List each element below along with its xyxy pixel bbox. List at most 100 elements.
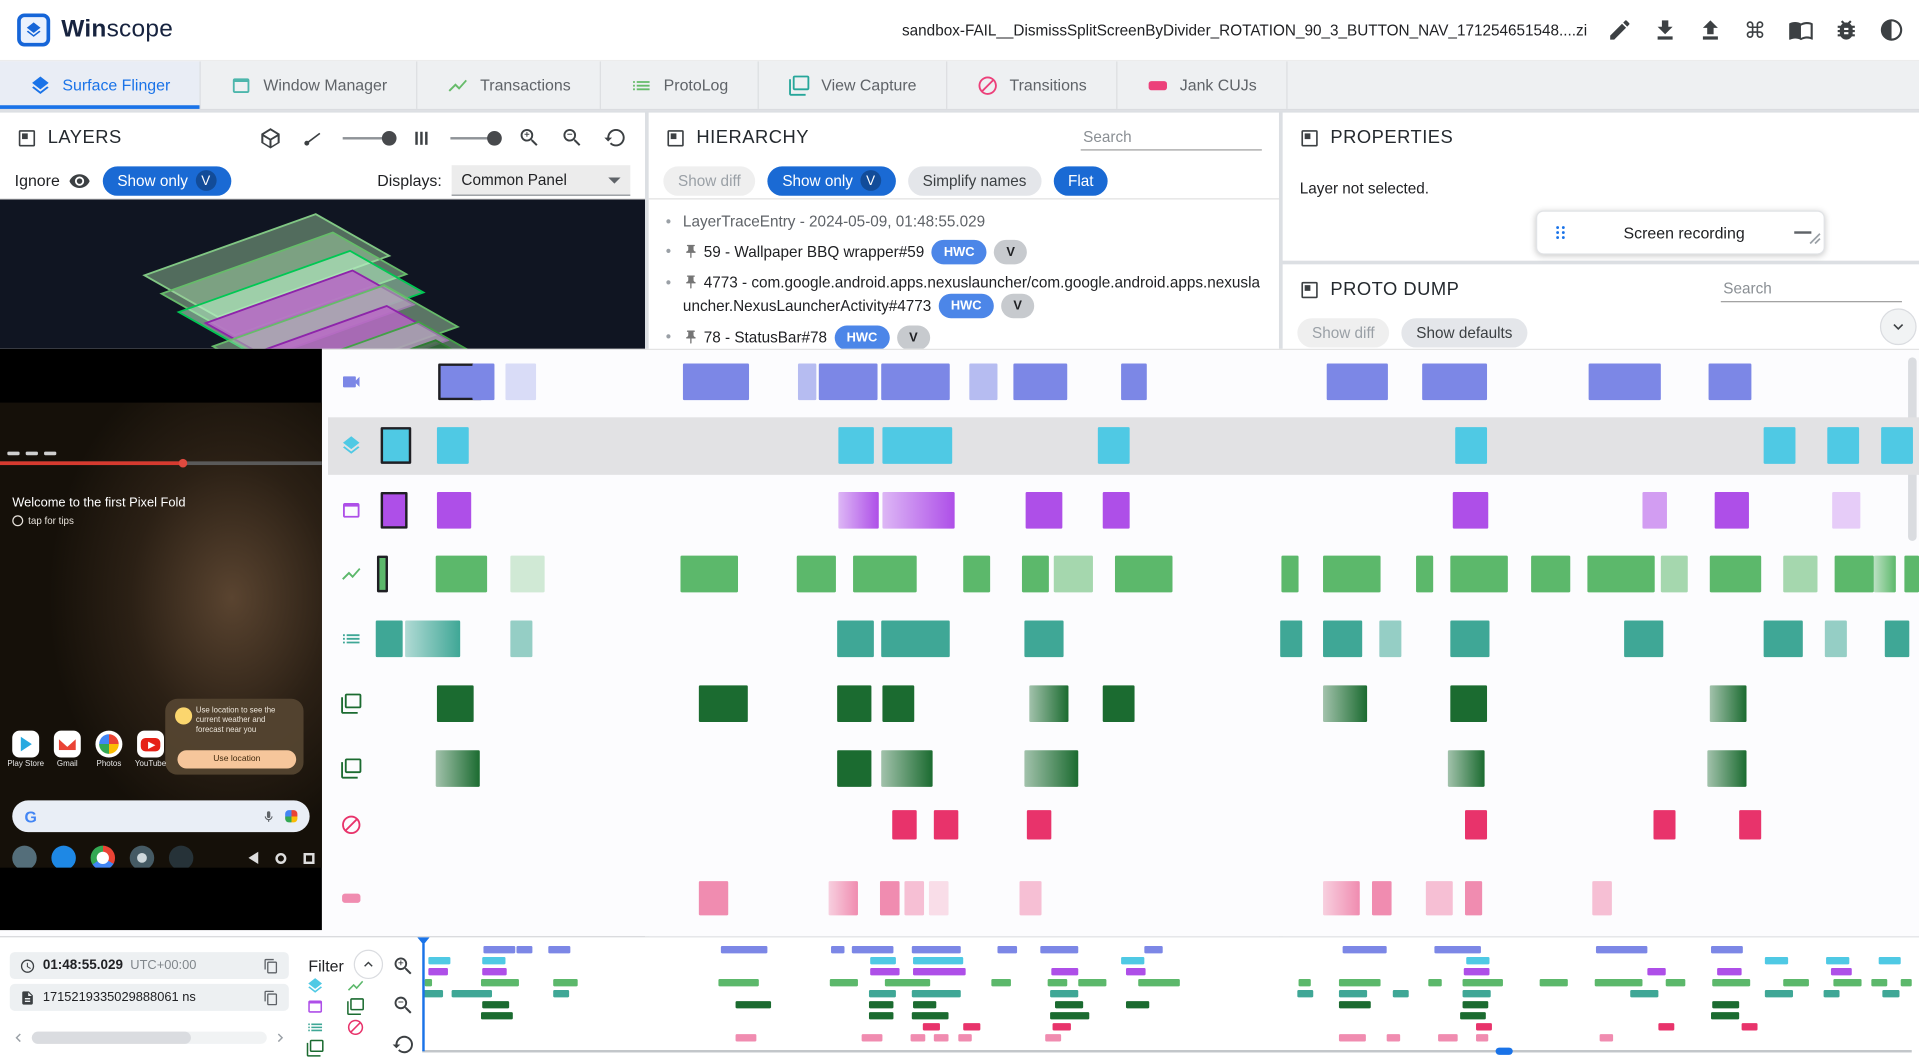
trace-entry-block[interactable]	[1465, 881, 1483, 916]
timeline-minimap[interactable]	[417, 937, 1912, 1052]
trace-entry-block[interactable]	[892, 810, 917, 840]
report-bug-button[interactable]	[1832, 17, 1859, 44]
trace-entry-block[interactable]	[1371, 881, 1392, 916]
filter-chart-toggle[interactable]	[346, 977, 364, 1001]
spacing-slider[interactable]	[450, 130, 502, 146]
timeline-reset-zoom-button[interactable]	[389, 1030, 416, 1057]
zoom-in-icon[interactable]	[515, 124, 542, 151]
trace-entry-block[interactable]	[1881, 427, 1913, 464]
tree-node[interactable]: • 59 - Wallpaper BBQ wrapper#59 HWC V	[649, 236, 1279, 268]
trace-entry-block[interactable]	[380, 427, 412, 464]
trace-entry-block[interactable]	[380, 491, 408, 529]
trace-entry-block[interactable]	[1024, 620, 1064, 658]
timeline-zoom-out-button[interactable]	[389, 991, 416, 1018]
trace-entry-block[interactable]	[882, 427, 953, 464]
trace-entry-block[interactable]	[904, 881, 925, 916]
resize-handle-icon[interactable]	[1809, 229, 1821, 251]
zoom-out-icon[interactable]	[558, 124, 585, 151]
trace-entry-block[interactable]	[698, 685, 748, 723]
trace-entry-block[interactable]	[879, 881, 900, 916]
trace-entry-block[interactable]	[1653, 810, 1676, 840]
hierarchy-show-only-button[interactable]: Show only V	[767, 165, 896, 196]
trace-entry-block[interactable]	[1763, 620, 1803, 658]
trace-entry-block[interactable]	[1416, 555, 1434, 593]
tab-view-capture[interactable]: View Capture	[759, 61, 948, 109]
window-manager-track-icon[interactable]	[340, 499, 362, 527]
flat-button[interactable]: Flat	[1053, 165, 1109, 196]
filter-collapse-button[interactable]	[353, 949, 384, 980]
trace-entry-block[interactable]	[1834, 555, 1874, 593]
trace-entry-block[interactable]	[1832, 491, 1861, 529]
proto-dump-show-diff-button[interactable]: Show diff	[1297, 317, 1390, 347]
filter-block-toggle[interactable]	[346, 1018, 364, 1042]
trace-entry-block[interactable]	[405, 620, 461, 658]
jank-cujs-track-icon[interactable]	[340, 887, 362, 915]
trace-entry-block[interactable]	[436, 685, 474, 723]
trace-entry-block[interactable]	[1102, 685, 1135, 723]
trace-entry-block[interactable]	[838, 427, 874, 464]
trace-entry-block[interactable]	[882, 491, 955, 529]
collapse-timeline-button[interactable]	[1879, 308, 1917, 346]
download-button[interactable]	[1651, 17, 1678, 44]
trace-entry-block[interactable]	[435, 555, 488, 593]
trace-entry-block[interactable]	[1053, 555, 1093, 593]
trace-entry-block[interactable]	[1025, 491, 1063, 529]
trace-entry-block[interactable]	[1660, 555, 1688, 593]
scroll-right-icon[interactable]	[272, 1029, 289, 1046]
simplify-names-button[interactable]: Simplify names	[907, 165, 1042, 196]
trace-entry-block[interactable]	[963, 555, 991, 593]
trace-entry-block[interactable]	[853, 555, 917, 593]
tab-surface-flinger[interactable]: Surface Flinger	[0, 61, 201, 109]
trace-entry-block[interactable]	[828, 881, 858, 916]
dark-mode-button[interactable]	[1877, 17, 1904, 44]
trace-entry-block[interactable]	[1450, 685, 1488, 723]
trace-entry-block[interactable]	[1531, 555, 1571, 593]
trace-entry-block[interactable]	[1824, 620, 1847, 658]
trace-entry-block[interactable]	[1783, 555, 1818, 593]
trace-entry-block[interactable]	[1447, 750, 1485, 787]
trace-entry-block[interactable]	[1026, 810, 1052, 840]
trace-entry-block[interactable]	[1587, 555, 1655, 593]
rotation-slider[interactable]	[342, 130, 397, 146]
trace-entry-block[interactable]	[1379, 620, 1402, 658]
filter-frames-toggle[interactable]	[306, 1039, 324, 1061]
trace-entry-block[interactable]	[1588, 363, 1661, 401]
tab-jank-cujs[interactable]: Jank CUJs	[1117, 61, 1288, 109]
trace-entry-block[interactable]	[797, 363, 817, 401]
trace-entry-block[interactable]	[1763, 427, 1796, 464]
tab-transactions[interactable]: Transactions	[418, 61, 602, 109]
show-defaults-button[interactable]: Show defaults	[1401, 317, 1528, 347]
edit-button[interactable]	[1606, 17, 1633, 44]
trace-entry-block[interactable]	[1121, 363, 1147, 401]
view-capture-b-track-icon[interactable]	[340, 758, 362, 786]
trace-entry-block[interactable]	[682, 363, 750, 401]
trace-entry-block[interactable]	[1624, 620, 1664, 658]
trace-entry-block[interactable]	[1455, 427, 1488, 464]
time-scrollbar[interactable]	[31, 1031, 267, 1044]
trace-entry-block[interactable]	[1714, 491, 1749, 529]
protolog-track-icon[interactable]	[340, 628, 362, 656]
filter-window-toggle[interactable]	[306, 997, 324, 1021]
trace-entry-block[interactable]	[1323, 685, 1368, 723]
tree-node[interactable]: • 78 - StatusBar#78 HWC V	[649, 322, 1279, 354]
copy-time-button[interactable]	[263, 958, 279, 974]
trace-entry-block[interactable]	[1422, 363, 1488, 401]
documentation-button[interactable]	[1787, 17, 1814, 44]
trace-entry-block[interactable]	[1114, 555, 1173, 593]
trace-entry-block[interactable]	[375, 620, 403, 658]
tree-node[interactable]: • 4773 - com.google.android.apps.nexuslau…	[649, 268, 1279, 322]
trace-entry-block[interactable]	[1013, 363, 1068, 401]
drag-handle-icon[interactable]	[1547, 219, 1574, 246]
filter-list-toggle[interactable]	[306, 1018, 324, 1042]
trace-entry-block[interactable]	[1019, 881, 1042, 916]
proto-dump-search-input[interactable]	[1720, 276, 1902, 303]
trace-entry-block[interactable]	[1425, 881, 1453, 916]
trace-entry-block[interactable]	[1323, 881, 1360, 916]
trace-entry-block[interactable]	[1326, 363, 1388, 401]
trace-entry-block[interactable]	[1029, 685, 1069, 723]
filter-layers-toggle[interactable]	[306, 977, 324, 1001]
trace-entry-block[interactable]	[376, 555, 388, 593]
trace-entry-block[interactable]	[837, 685, 872, 723]
pin-icon[interactable]	[683, 329, 699, 345]
trace-entry-block[interactable]	[1452, 491, 1489, 529]
